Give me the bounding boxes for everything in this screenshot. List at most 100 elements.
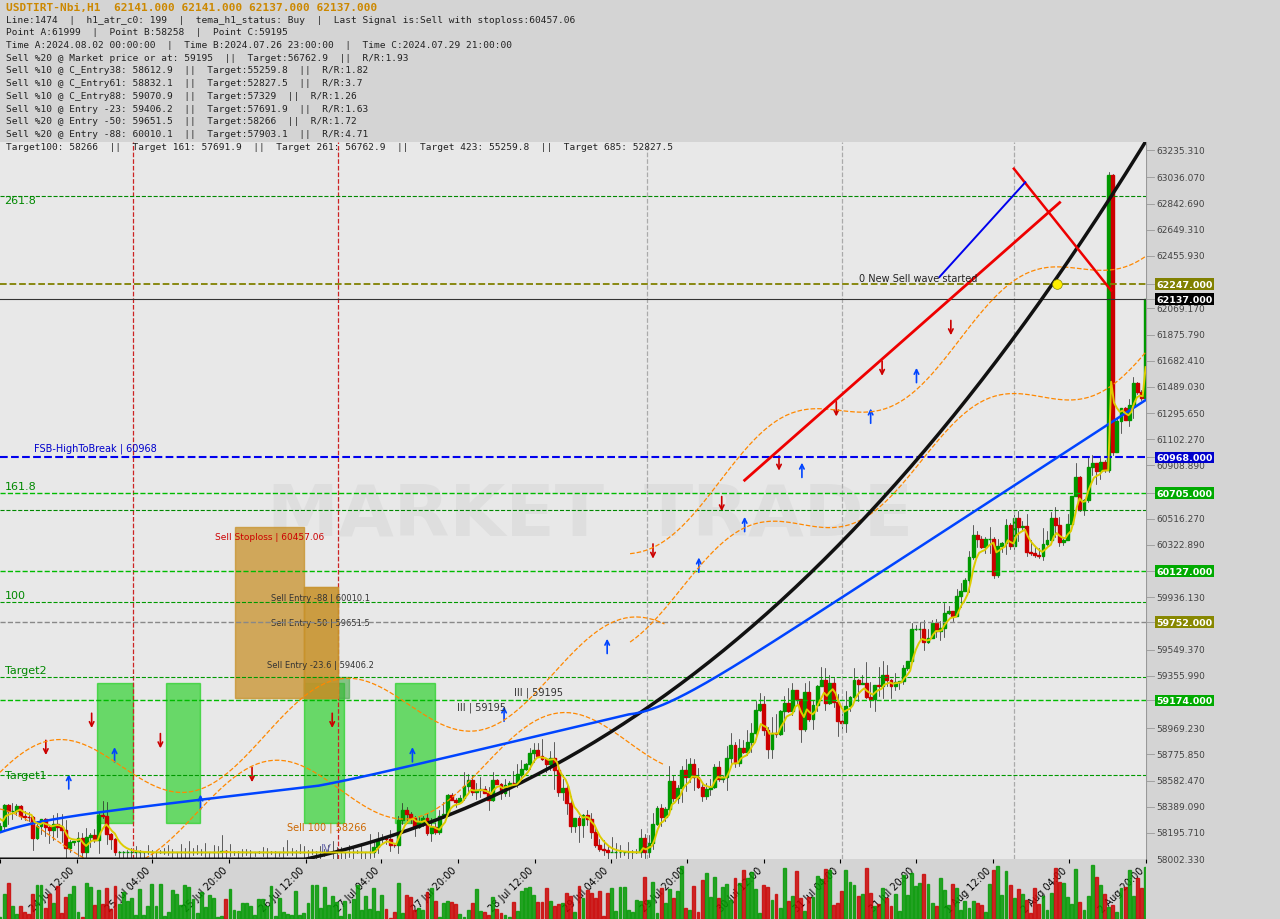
Bar [1103,894,1106,919]
Bar [602,916,605,919]
Bar [754,890,756,919]
Bar [253,915,256,919]
Bar [586,815,589,820]
Bar [1124,887,1126,919]
Bar [914,887,916,919]
Bar [524,765,527,769]
Bar [1094,877,1098,919]
Bar [856,681,860,684]
Bar [0,916,1,919]
Bar [717,767,719,779]
Bar [1135,383,1139,392]
Bar [972,902,974,919]
Bar [151,884,154,919]
Text: 60908.890: 60908.890 [1156,461,1206,471]
Bar [343,902,347,919]
Bar [988,884,991,919]
Bar [520,891,524,919]
Text: 60322.890: 60322.890 [1156,540,1204,550]
Text: Sell %10 @ C_Entry61: 58832.1  ||  Target:52827.5  ||  R/R:3.7: Sell %10 @ C_Entry61: 58832.1 || Target:… [6,79,364,88]
Text: 58002.330: 58002.330 [1156,855,1204,864]
Bar [88,835,92,836]
Bar [696,777,699,787]
Bar [372,846,375,853]
Bar [685,770,687,777]
Bar [503,786,507,793]
Text: 60127.000: 60127.000 [1156,567,1212,576]
Bar [1016,518,1020,528]
Bar [960,591,963,596]
Bar [577,886,580,919]
Bar [384,910,388,919]
Bar [877,903,881,919]
Bar [311,885,314,919]
Bar [890,681,892,686]
Bar [733,745,736,763]
Bar [815,686,818,705]
Bar [438,817,440,833]
Bar [183,885,186,919]
Bar [430,827,433,833]
Bar [261,899,264,919]
Bar [849,698,851,706]
Bar [471,903,474,919]
Bar [581,898,585,919]
Bar [750,872,753,919]
Bar [401,811,403,821]
Bar [644,838,646,853]
Bar [598,845,600,849]
Bar [1107,907,1110,919]
Bar [1046,910,1048,919]
Bar [700,787,704,796]
Bar [668,780,671,809]
Bar [364,896,367,919]
Text: Sell Entry -23.6 | 59406.2: Sell Entry -23.6 | 59406.2 [268,661,374,670]
Bar [787,703,790,711]
Bar [36,826,38,838]
Bar [980,539,983,548]
Text: 59752.000: 59752.000 [1156,618,1212,627]
Bar [771,900,773,919]
Bar [893,682,896,686]
Text: 61295.650: 61295.650 [1156,409,1204,418]
Bar [549,902,552,919]
Bar [0,825,1,830]
Bar [97,684,133,823]
Bar [975,903,979,919]
Bar [840,891,844,919]
Bar [570,896,572,919]
Bar [454,800,457,802]
Bar [1009,885,1011,919]
Bar [451,795,453,800]
Bar [865,868,868,919]
Text: 61489.030: 61489.030 [1156,383,1204,392]
Bar [1021,893,1024,919]
Bar [561,903,564,919]
Bar [1100,885,1102,919]
Text: 59936.130: 59936.130 [1156,593,1206,602]
Bar [32,817,35,838]
Bar [447,902,449,919]
Text: Sell %20 @ Entry -88: 60010.1  ||  Target:57903.1  ||  R/R:4.71: Sell %20 @ Entry -88: 60010.1 || Target:… [6,130,369,139]
Bar [570,803,572,826]
Bar [737,748,741,763]
Bar [32,894,35,919]
Bar [783,868,786,919]
Bar [508,783,511,786]
Bar [413,910,416,919]
Bar [19,807,22,816]
Bar [804,692,806,729]
Bar [1132,896,1134,919]
Bar [303,684,343,823]
Bar [471,780,474,792]
Bar [586,890,589,919]
Bar [680,866,684,919]
Bar [1029,913,1032,919]
Bar [101,903,104,919]
Bar [3,805,5,825]
Bar [348,914,351,919]
Bar [611,888,613,919]
Bar [1094,464,1098,471]
Bar [787,901,790,919]
Bar [413,818,416,827]
